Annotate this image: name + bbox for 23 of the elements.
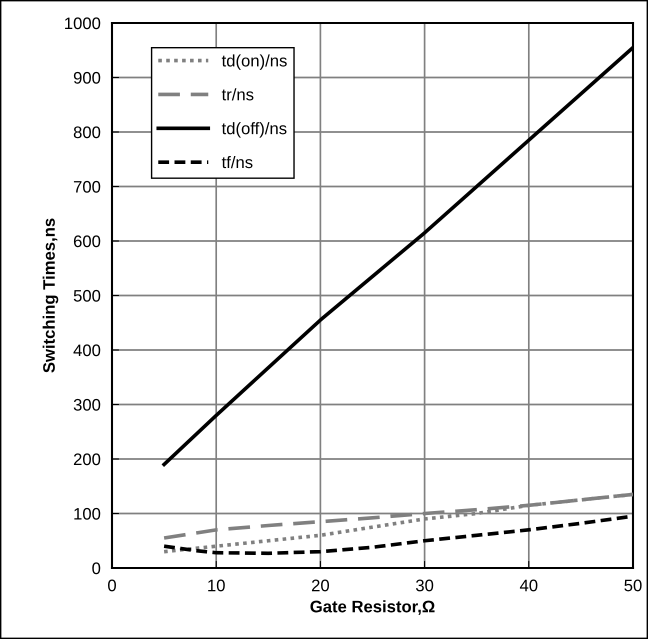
y-tick-label: 300 [74, 398, 100, 411]
legend-label: tr/ns [222, 88, 254, 100]
x-tick-label: 30 [416, 580, 434, 592]
y-tick-label: 1000 [65, 17, 100, 30]
x-tick-label: 20 [312, 580, 330, 592]
x-axis-title: Gate Resistor,Ω [310, 600, 435, 615]
x-tick-label: 0 [108, 580, 116, 592]
y-tick-label: 900 [74, 72, 100, 84]
x-tick-label: 50 [624, 580, 642, 592]
y-tick-label: 100 [74, 508, 100, 520]
legend-label: td(off)/ns [222, 122, 286, 138]
y-tick-label: 500 [74, 290, 100, 302]
y-tick-label: 400 [73, 344, 100, 356]
y-tick-label: 700 [74, 180, 100, 193]
legend-label: tf/ns [222, 156, 252, 168]
legend-label: td(on)/ns [222, 54, 287, 70]
y-tick-label: 200 [74, 453, 100, 466]
y-tick-label: 0 [92, 562, 100, 574]
y-axis-title: Switching Times,ns [42, 218, 58, 373]
x-tick-label: 40 [520, 580, 538, 592]
y-tick-label: 600 [74, 235, 100, 248]
x-tick-label: 10 [208, 580, 225, 592]
y-tick-label: 800 [74, 126, 100, 138]
